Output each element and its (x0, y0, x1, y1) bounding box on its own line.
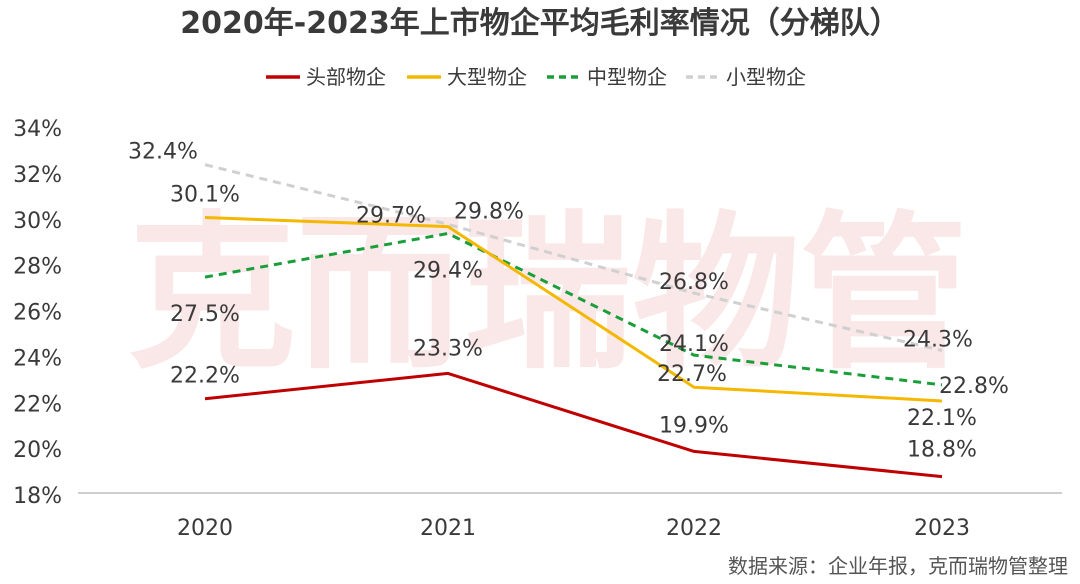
data-label: 19.9% (659, 413, 729, 438)
series-line (204, 371, 943, 479)
series-line (204, 216, 943, 403)
data-labels: 22.2% 23.3% 19.9% 18.8% 30.1% 29.7% 22.7% 22.1%… (128, 140, 1009, 463)
data-label: 22.8% (939, 374, 1009, 399)
y-tick-label: 26% (13, 301, 62, 326)
legend-label: 小型物企 (726, 65, 806, 89)
data-label: 18.8% (907, 438, 977, 463)
x-tick-label: 2023 (914, 516, 970, 541)
data-label: 30.1% (170, 182, 240, 207)
legend: 头部物企 大型物企 中型物企 小型物企 (266, 65, 806, 89)
y-tick-label: 18% (13, 484, 62, 509)
data-label: 29.7% (356, 204, 426, 229)
y-tick-label: 32% (13, 163, 62, 188)
x-tick-label: 2020 (177, 516, 233, 541)
data-label: 26.8% (659, 270, 729, 295)
data-label: 22.1% (907, 406, 977, 431)
data-label: 32.4% (128, 140, 198, 165)
watermark: 克而瑞物管 (128, 196, 968, 392)
chart-title: 2020年-2023年上市物企平均毛利率情况（分梯队） (180, 6, 899, 41)
y-tick-label: 20% (13, 438, 62, 463)
data-label: 22.2% (170, 364, 240, 389)
y-tick-label: 30% (13, 209, 62, 234)
data-label: 29.4% (413, 259, 483, 284)
legend-label: 中型物企 (587, 65, 667, 89)
legend-label: 头部物企 (306, 65, 386, 89)
legend-label: 大型物企 (447, 65, 527, 89)
x-tick-label: 2022 (666, 516, 722, 541)
x-axis: 2020 2021 2022 2023 (177, 516, 970, 541)
data-label: 22.7% (657, 362, 727, 387)
y-tick-label: 24% (13, 346, 62, 371)
y-axis: 18% 20% 22% 24% 26% 28% 30% 32% 34% (13, 117, 62, 509)
data-label: 23.3% (413, 336, 483, 361)
plot-area (204, 163, 943, 479)
y-tick-label: 34% (13, 117, 62, 142)
data-label: 27.5% (170, 302, 240, 327)
data-label: 24.1% (659, 332, 729, 357)
series-line (204, 232, 943, 387)
series-line (204, 163, 943, 352)
x-tick-label: 2021 (420, 516, 476, 541)
y-tick-label: 22% (13, 392, 62, 417)
data-label: 24.3% (903, 327, 973, 352)
source-note: 数据来源：企业年报，克而瑞物管整理 (728, 554, 1068, 578)
data-label: 29.8% (454, 199, 524, 224)
y-tick-label: 28% (13, 255, 62, 280)
